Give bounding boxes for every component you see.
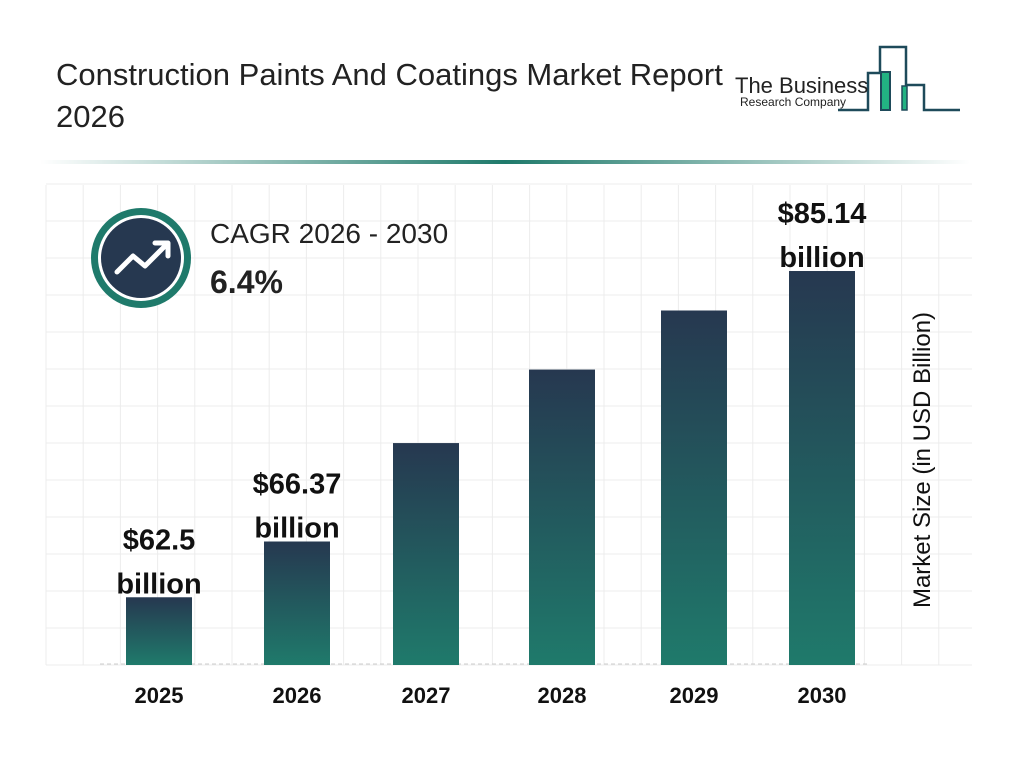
data-label: $66.37 (253, 468, 342, 500)
page-title: Construction Paints And Coatings Market … (56, 57, 723, 134)
logo-mark-icon (838, 45, 960, 112)
trending-up-icon (114, 240, 171, 275)
bar-2026 (264, 541, 330, 665)
bar-2028 (529, 369, 595, 665)
x-tick-label: 2025 (135, 683, 184, 708)
x-tick-label: 2026 (273, 683, 322, 708)
x-tick-label: 2027 (402, 683, 451, 708)
bar-2027 (393, 443, 459, 665)
x-tick-label: 2030 (798, 683, 847, 708)
bar-2029 (661, 310, 727, 665)
bar-2025 (126, 597, 192, 665)
cagr-label: CAGR 2026 - 2030 (210, 218, 449, 249)
data-label: $85.14 (778, 198, 867, 230)
data-label: billion (779, 242, 864, 274)
data-label: $62.5 (123, 524, 196, 556)
data-label: billion (116, 568, 201, 600)
data-label: billion (254, 512, 339, 544)
cagr-value: 6.4% (210, 264, 283, 300)
x-tick-label: 2029 (670, 683, 719, 708)
logo-text-sub: Research Company (740, 95, 847, 109)
divider (40, 160, 970, 164)
bar-2030 (789, 271, 855, 665)
y-axis-label: Market Size (in USD Billion) (909, 311, 936, 609)
cagr-icon (91, 208, 191, 308)
logo-text-main: The Business (735, 73, 869, 98)
x-tick-label: 2028 (538, 683, 587, 708)
